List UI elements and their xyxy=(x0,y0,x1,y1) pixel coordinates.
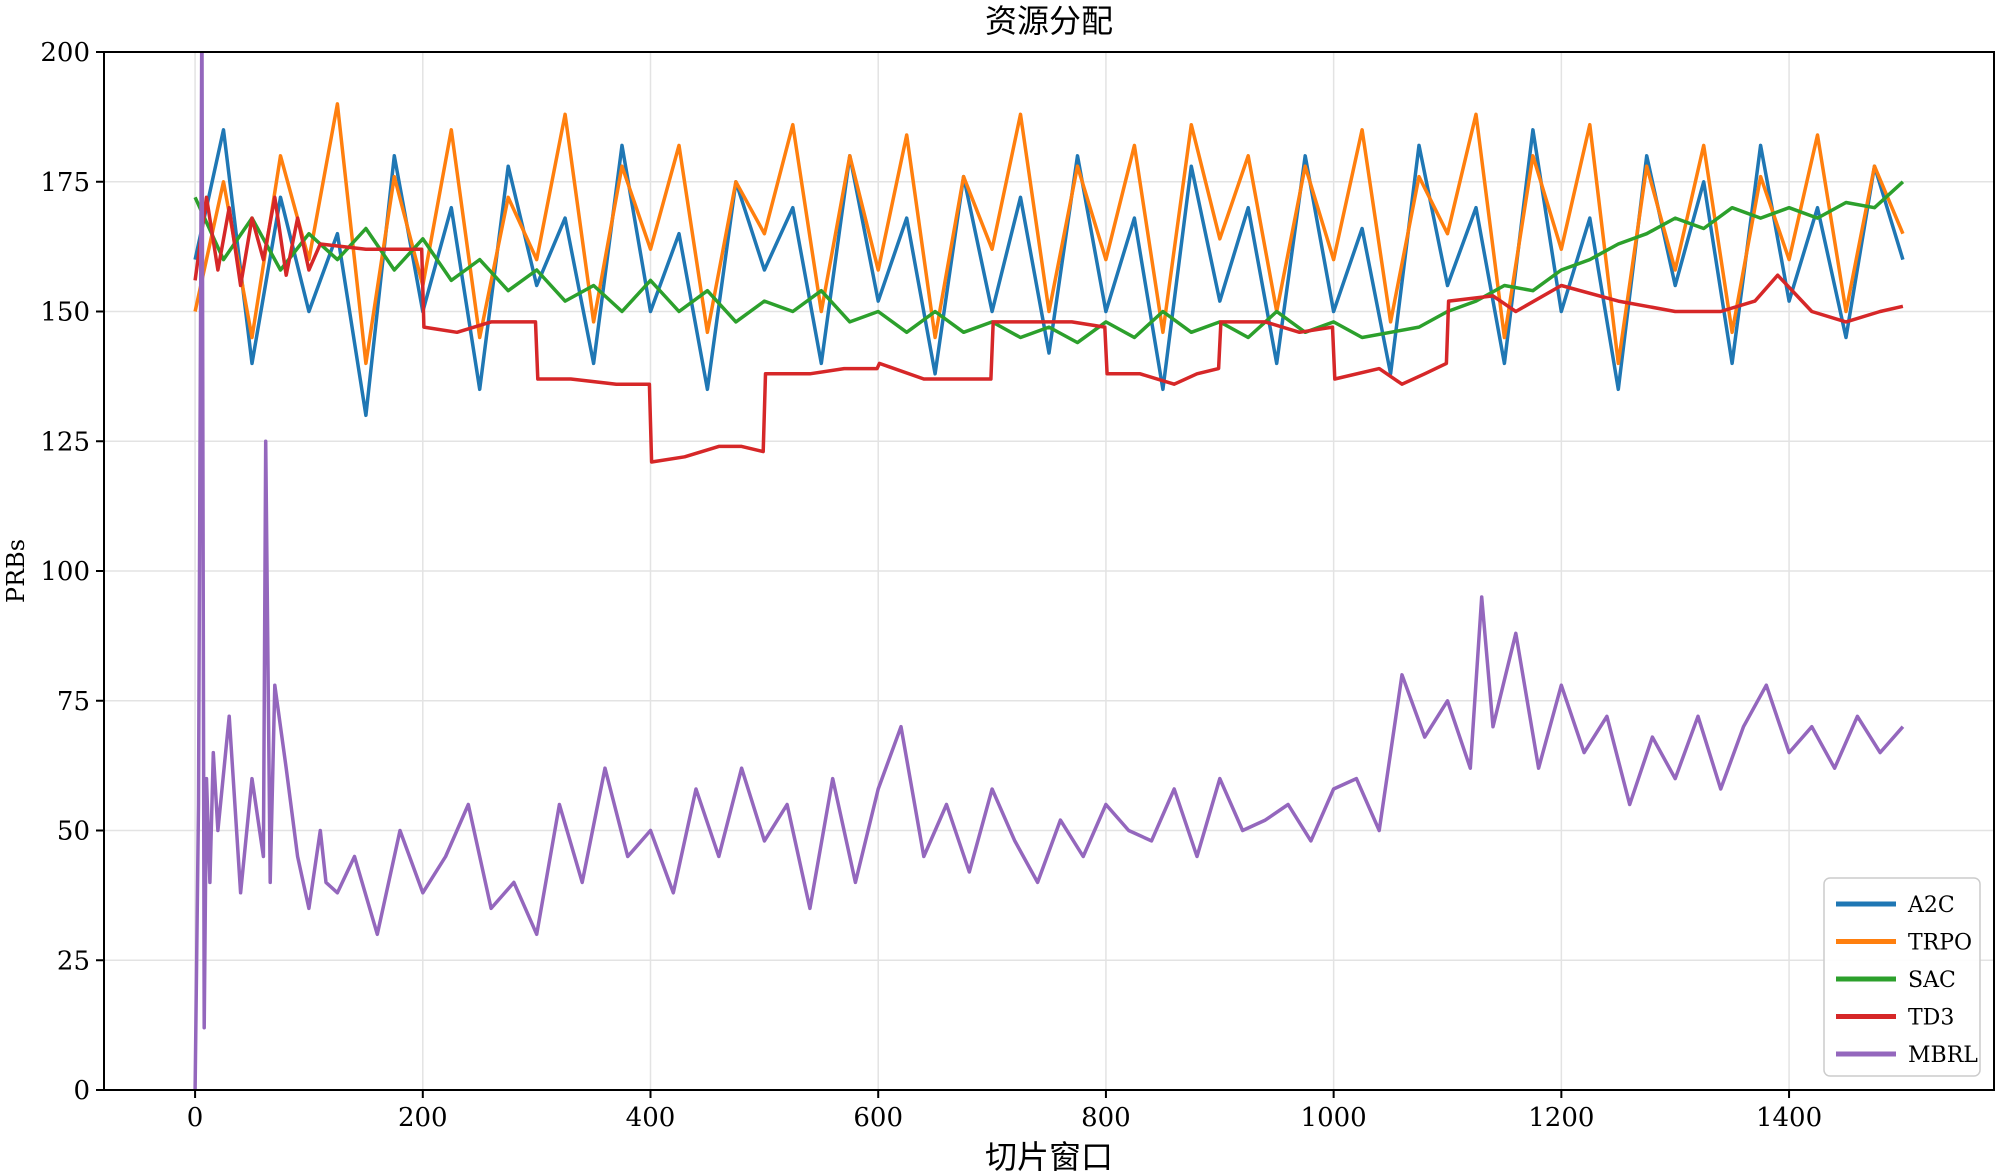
x-axis-label: 切片窗口 xyxy=(985,1138,1113,1175)
series-line-sac xyxy=(193,180,1905,345)
x-tick-label: 200 xyxy=(398,1103,448,1133)
series-line-trpo xyxy=(193,102,1905,366)
legend-box xyxy=(1823,877,1981,1077)
y-tick-label: 200 xyxy=(40,38,90,68)
chart-title: 资源分配 xyxy=(985,2,1113,40)
y-tick-label: 75 xyxy=(57,687,90,717)
legend-label: TD3 xyxy=(1908,1006,1954,1031)
y-tick-label: 50 xyxy=(57,817,90,847)
series-line-a2c xyxy=(193,128,1905,418)
x-tick-label: 600 xyxy=(853,1103,903,1133)
x-tick-label: 1400 xyxy=(1756,1103,1822,1133)
y-tick-label: 150 xyxy=(40,298,90,328)
y-tick-label: 0 xyxy=(73,1076,90,1106)
y-tick-label: 175 xyxy=(40,168,90,198)
ticks: 0 200 400 600 800 1000 1200 1400 0 25 50 75 100 125 15… xyxy=(40,38,1822,1133)
series-line-mbrl xyxy=(193,52,1905,1090)
x-tick-label: 400 xyxy=(626,1103,676,1133)
series-layer xyxy=(193,52,1905,1090)
x-tick-label: 1200 xyxy=(1528,1103,1594,1133)
x-tick-label: 800 xyxy=(1081,1103,1131,1133)
y-axis-label: PRBs xyxy=(2,539,30,603)
x-tick-label: 1000 xyxy=(1301,1103,1367,1133)
y-tick-label: 25 xyxy=(57,946,90,976)
y-tick-label: 125 xyxy=(40,427,90,457)
y-tick-label: 100 xyxy=(40,557,90,587)
legend-label: MBRL xyxy=(1908,1043,1978,1068)
legend-label: SAC xyxy=(1908,968,1956,993)
legend-label: A2C xyxy=(1907,893,1955,918)
legend: A2C TRPO SAC TD3 MBRL xyxy=(1823,877,1981,1077)
x-tick-label: 0 xyxy=(187,1103,204,1133)
series-line-td3 xyxy=(193,195,1904,464)
legend-label: TRPO xyxy=(1908,931,1972,956)
